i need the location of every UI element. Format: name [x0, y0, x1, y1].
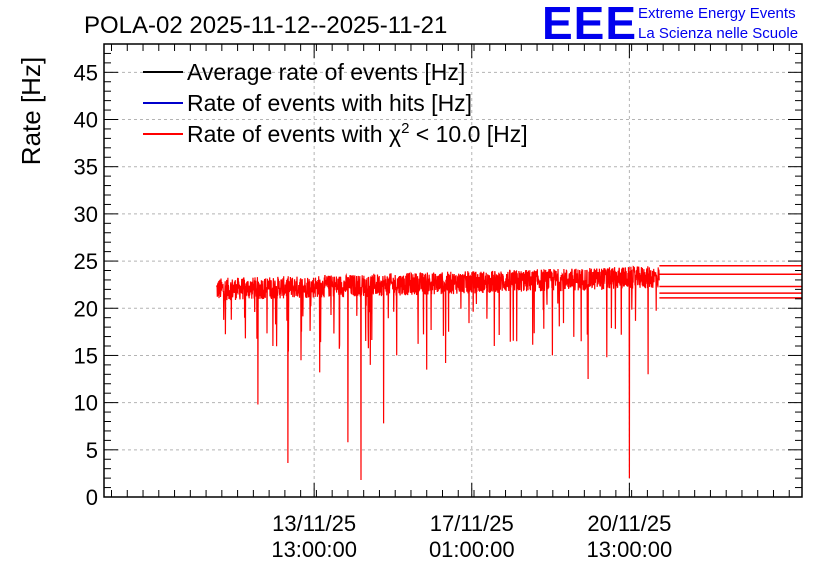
y-tick-label-30: 30 — [74, 202, 98, 227]
y-tick-label-20: 20 — [74, 296, 98, 321]
x-tick-label-time-0: 13:00:00 — [271, 537, 357, 562]
y-tick-label-5: 5 — [86, 438, 98, 463]
x-tick-label-date-0: 13/11/25 — [272, 511, 356, 536]
legend-label-average: Average rate of events [Hz] — [187, 59, 465, 85]
legend-label-hits: Rate of events with hits [Hz] — [187, 90, 472, 116]
y-tick-label-35: 35 — [74, 155, 98, 180]
legend-chi2-suffix: < 10.0 [Hz] — [409, 121, 527, 147]
legend-chi2-symbol: χ — [389, 121, 401, 147]
y-tick-label-10: 10 — [74, 391, 98, 416]
chart-title: POLA-02 2025-11-12--2025-11-21 — [84, 12, 447, 39]
legend-chi2-prefix: Rate of events with — [187, 121, 389, 147]
x-tick-label-time-2: 13:00:00 — [587, 537, 673, 562]
eee-logo-text: EEE — [542, 0, 637, 49]
eee-logo: EEE Extreme Energy Events La Scienza nel… — [542, 0, 798, 49]
x-tick-label-date-1: 17/11/25 — [430, 511, 514, 536]
y-ticks: 0 5 10 15 20 25 30 35 40 45 — [74, 43, 802, 510]
eee-logo-line1: Extreme Energy Events — [638, 5, 796, 22]
series-line-0 — [216, 265, 660, 481]
legend-chi2-superscript: 2 — [401, 120, 409, 137]
grid-lines — [104, 44, 802, 497]
y-tick-label-40: 40 — [74, 108, 98, 133]
x-ticks: 13/11/2513:00:0017/11/2501:00:0020/11/25… — [111, 44, 790, 562]
y-tick-label-15: 15 — [74, 343, 98, 368]
y-tick-label-45: 45 — [74, 60, 98, 85]
legend: Average rate of events [Hz] Rate of even… — [143, 59, 528, 147]
y-axis-label: Rate [Hz] — [16, 57, 46, 165]
y-tick-label-25: 25 — [74, 249, 98, 274]
x-tick-label-date-2: 20/11/25 — [587, 511, 671, 536]
y-tick-label-0: 0 — [86, 485, 98, 510]
eee-logo-line2: La Scienza nelle Scuole — [638, 25, 798, 42]
x-tick-label-time-1: 01:00:00 — [429, 537, 515, 562]
legend-label-chi2: Rate of events with χ2 < 10.0 [Hz] — [187, 120, 528, 147]
series-layer — [216, 265, 802, 481]
